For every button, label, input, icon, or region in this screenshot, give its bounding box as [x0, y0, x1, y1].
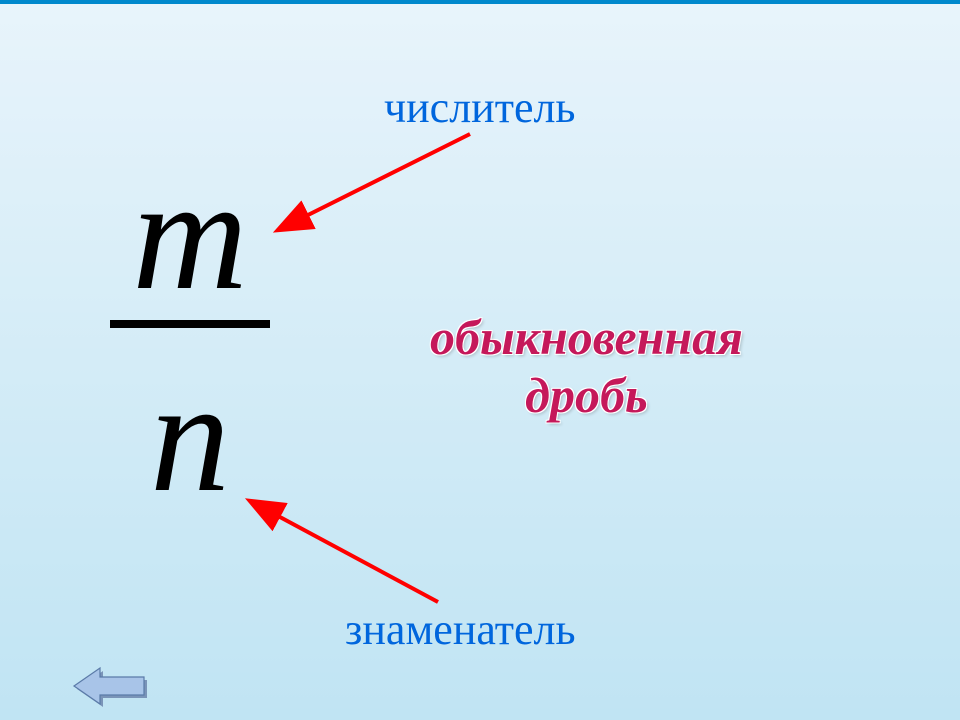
numerator: m [110, 154, 270, 314]
fraction-type-title: обыкновенная дробь [430, 309, 743, 424]
diagram-canvas: m n числитель знаменатель обыкновенная д… [0, 4, 960, 720]
denominator: n [110, 356, 270, 516]
title-line-2: дробь [525, 367, 648, 423]
fraction: m n [110, 154, 270, 516]
back-arrow-icon [66, 660, 148, 712]
denominator-label: знаменатель [345, 604, 576, 655]
title-line-1: обыкновенная [430, 309, 743, 365]
back-button[interactable] [66, 660, 148, 712]
denominator-arrow [252, 502, 438, 602]
numerator-arrow [280, 134, 470, 229]
numerator-label: числитель [384, 82, 576, 133]
